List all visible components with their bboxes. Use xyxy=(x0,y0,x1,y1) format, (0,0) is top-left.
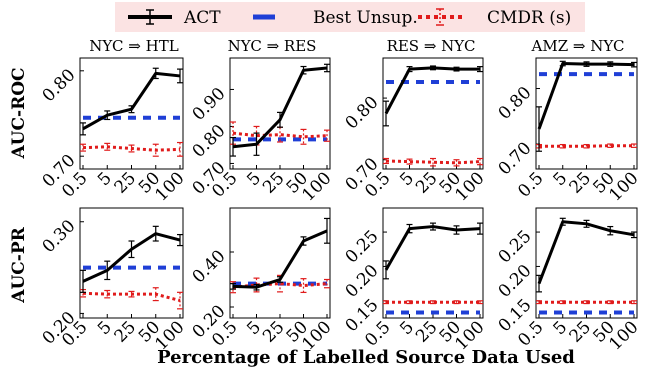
x-tick-label: 100 xyxy=(151,168,188,205)
legend-best-unsup: Best Unsup. xyxy=(253,8,418,28)
column-title-2: NYC ⇒ RES xyxy=(228,37,317,55)
plot-frame xyxy=(229,207,331,319)
series-line-cmdr-s xyxy=(232,282,328,289)
y-tick-label: 0.90 xyxy=(189,84,230,125)
series-line-cmdr-s xyxy=(385,159,481,165)
legend-cmdr: CMDR (s) xyxy=(418,8,571,28)
legend-cmdr-label: CMDR (s) xyxy=(487,8,571,28)
legend-act-label: ACT xyxy=(183,8,221,28)
series-line-act xyxy=(384,66,480,115)
x-tick-label: 100 xyxy=(298,168,335,205)
x-tick-label: 100 xyxy=(605,317,642,354)
y-tick-label: 0.40 xyxy=(189,246,230,287)
series-line-cmdr-s xyxy=(82,291,181,303)
column-title-4: AMZ ⇒ NYC xyxy=(531,37,625,55)
legend-background xyxy=(115,2,585,32)
row-label-auc-pr: AUC-PR xyxy=(9,226,29,303)
legend: ACT Best Unsup. CMDR (s) xyxy=(115,2,585,32)
column-title-3: RES ⇒ NYC xyxy=(387,37,476,55)
y-tick-label: 0.20 xyxy=(342,261,383,302)
y-tick-label: 0.25 xyxy=(342,226,383,267)
y-tick-label: 0.80 xyxy=(39,65,80,106)
row-label-auc-roc: AUC-ROC xyxy=(9,67,29,159)
legend-best-unsup-label: Best Unsup. xyxy=(313,8,418,28)
x-tick-label: 100 xyxy=(605,168,642,205)
series-line-cmdr-s xyxy=(539,144,634,148)
series-line-act xyxy=(537,220,635,285)
y-tick-label: 0.80 xyxy=(189,121,230,162)
plot-frame xyxy=(382,57,484,170)
y-tick-label: 0.80 xyxy=(495,83,536,124)
series-line-act xyxy=(384,225,481,271)
y-tick-label: 0.30 xyxy=(39,216,80,257)
series-line-act xyxy=(82,71,181,131)
series-line-cmdr-s xyxy=(82,145,181,152)
plot-frame xyxy=(79,207,184,319)
x-axis-label: Percentage of Labelled Source Data Used xyxy=(157,347,575,368)
y-tick-label: 0.80 xyxy=(342,92,383,133)
legend-act: ACT xyxy=(128,8,221,28)
x-tick-label: 0.5 xyxy=(514,168,547,201)
column-title-1: NYC ⇒ HTL xyxy=(89,37,178,55)
x-tick-label: 100 xyxy=(451,168,488,205)
y-tick-label: 0.25 xyxy=(495,226,536,267)
y-tick-label: 0.20 xyxy=(495,261,536,302)
series-line-cmdr-s xyxy=(232,131,328,139)
